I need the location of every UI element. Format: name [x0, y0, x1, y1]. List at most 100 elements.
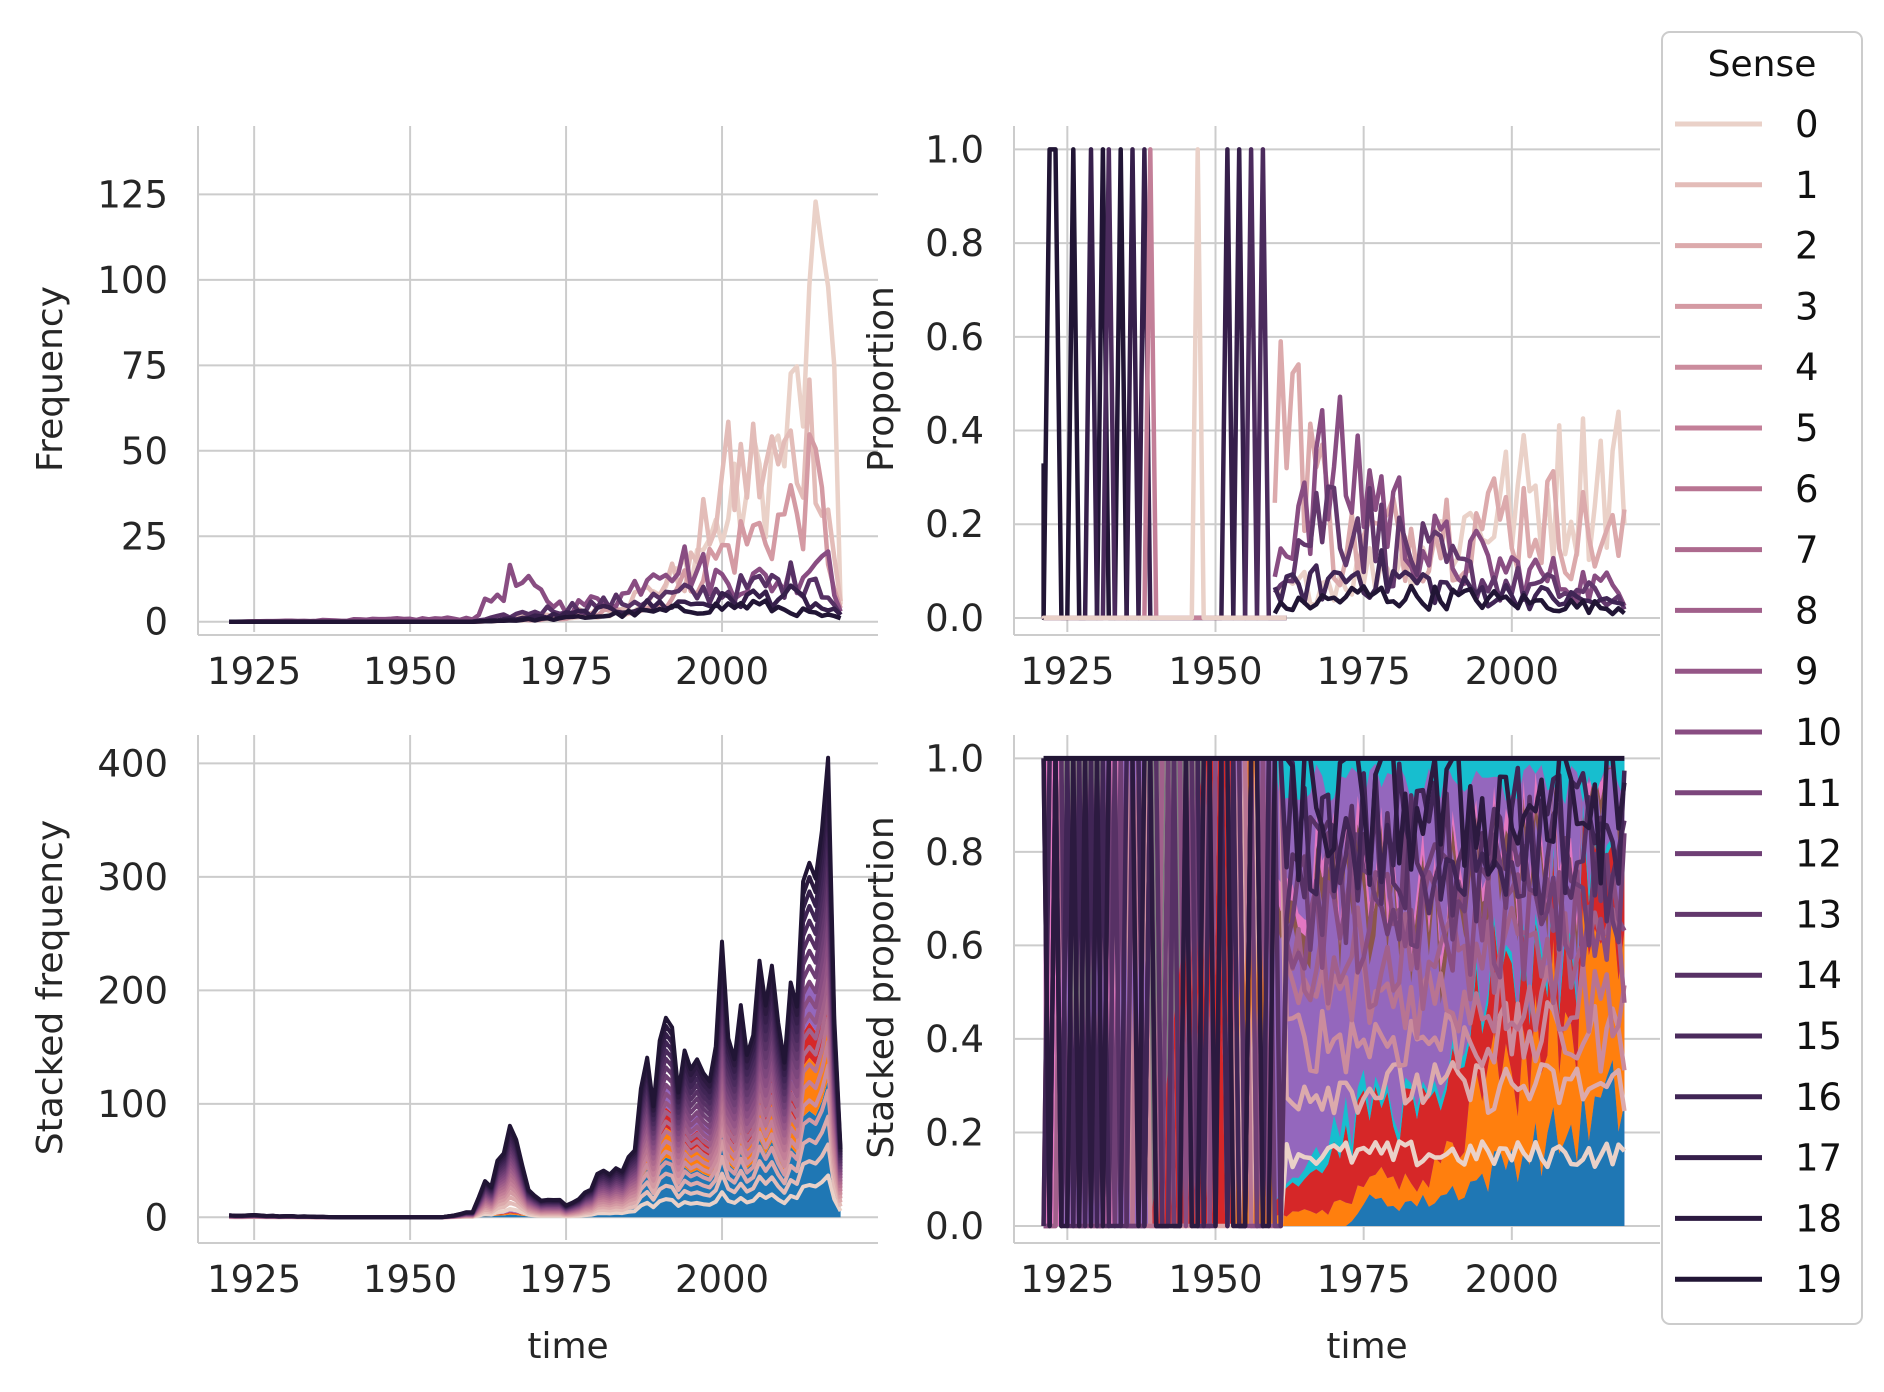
y-tick-label: 0.6 [925, 924, 984, 967]
legend-entry: 1 [1675, 164, 1819, 207]
x-tick-label: 1950 [1168, 1258, 1262, 1301]
legend-label: 1 [1795, 164, 1819, 207]
legend-entry: 14 [1675, 954, 1842, 997]
y-tick-label: 75 [121, 344, 168, 387]
legend-label: 8 [1795, 589, 1819, 632]
y-tick-label: 25 [121, 515, 168, 558]
legend-entry: 19 [1675, 1258, 1842, 1301]
legend-entry: 13 [1675, 893, 1842, 936]
legend-label: 12 [1795, 833, 1842, 876]
cumulative-line-18 [1041, 756, 1627, 1229]
stacked-area-band [1274, 900, 1625, 1226]
x-tick-label: 1975 [519, 1258, 613, 1301]
legend-entry: 10 [1675, 711, 1842, 754]
series-line-0 [1041, 147, 1287, 621]
series-line-0 [229, 199, 843, 624]
x-tick-label: 2000 [1465, 1258, 1559, 1301]
series-line-10 [1272, 394, 1627, 607]
x-tick-label: 1925 [207, 650, 301, 693]
series-lines [1041, 755, 1627, 1229]
y-tick-label: 0.4 [925, 410, 984, 453]
legend-entry: 3 [1675, 285, 1819, 328]
x-tick-label: 2000 [675, 1258, 769, 1301]
legend-entry: 12 [1675, 833, 1842, 876]
y-tick-label: 100 [97, 1083, 168, 1126]
legend-label: 5 [1795, 407, 1819, 450]
y-tick-label: 50 [121, 430, 168, 473]
legend-label: 3 [1795, 285, 1819, 328]
legend-label: 2 [1795, 225, 1819, 268]
legend-label: 9 [1795, 650, 1819, 693]
series-lines [229, 199, 843, 624]
y-axis-label: Frequency [30, 286, 71, 472]
y-tick-label: 1.0 [925, 128, 984, 171]
y-tick-label: 0.2 [925, 503, 984, 546]
y-tick-label: 0.0 [925, 1205, 984, 1248]
legend-entry: 8 [1675, 589, 1819, 632]
y-tick-label: 0.4 [925, 1018, 984, 1061]
gridlines [198, 126, 878, 632]
stacked-area-band [1274, 1059, 1625, 1226]
y-tick-label: 200 [97, 969, 168, 1012]
y-tick-label: 1.0 [925, 737, 984, 780]
y-tick-label: 0.8 [925, 831, 984, 874]
legend-label: 4 [1795, 346, 1819, 389]
series-lines [1041, 147, 1627, 621]
x-tick-label: 1925 [1020, 1258, 1114, 1301]
y-tick-label: 0 [144, 1196, 168, 1239]
legend-label: 18 [1795, 1197, 1842, 1240]
y-tick-label: 0 [144, 601, 168, 644]
series-line-16 [1272, 548, 1625, 612]
stacked-area-band [1274, 801, 1625, 1203]
proportion-panel: 1925 1950 1975 2000 0.0 0.2 0.4 0.6 0.8 1.0 Propor… [861, 126, 1660, 693]
legend-entry: 4 [1675, 346, 1819, 389]
legend-entry: 7 [1675, 529, 1819, 572]
y-tick-label: 0.8 [925, 222, 984, 265]
x-tick-label: 1950 [1168, 650, 1262, 693]
legend-entry: 6 [1675, 468, 1819, 511]
legend-label: 6 [1795, 468, 1819, 511]
stacked-area-band [1274, 812, 1625, 1217]
x-tick-label: 1925 [1020, 650, 1114, 693]
legend-label: 11 [1795, 772, 1842, 815]
x-tick-label: 1975 [1317, 650, 1411, 693]
y-tick-label: 100 [97, 259, 168, 302]
stacked-proportion-panel: 1925 1950 1975 2000 0.0 0.2 0.4 0.6 0.8 1.0 Stacke… [861, 735, 1660, 1367]
series-line-13 [1272, 484, 1627, 611]
x-axis-label: time [1326, 1326, 1407, 1367]
x-tick-label: 1975 [1317, 1258, 1411, 1301]
legend-label: 14 [1795, 954, 1842, 997]
series-line-19 [1272, 583, 1626, 617]
y-tick-label: 400 [97, 742, 168, 785]
legend-label: 0 [1795, 103, 1819, 146]
legend-label: 15 [1795, 1015, 1842, 1058]
x-tick-label: 1950 [363, 650, 457, 693]
legend-label: 7 [1795, 529, 1819, 572]
legend-label: 13 [1795, 893, 1842, 936]
cumulative-line-19 [229, 755, 843, 1220]
y-tick-label: 0.2 [925, 1111, 984, 1154]
legend-entry: 9 [1675, 650, 1819, 693]
legend-frame [1661, 31, 1863, 1325]
frequency-panel: 1925 1950 1975 2000 0 25 50 75 100 125 Frequency [30, 126, 878, 693]
x-tick-label: 2000 [1465, 650, 1559, 693]
x-tick-label: 1975 [519, 650, 613, 693]
y-tick-label: 0.6 [925, 316, 984, 359]
x-tick-label: 2000 [675, 650, 769, 693]
legend-label: 16 [1795, 1076, 1842, 1119]
x-tick-label: 1950 [363, 1258, 457, 1301]
x-axis-label: time [527, 1326, 608, 1367]
y-tick-label: 125 [97, 173, 168, 216]
y-tick-label: 0.0 [925, 597, 984, 640]
legend-entry: 5 [1675, 407, 1819, 450]
stacked-frequency-panel: 1925 1950 1975 2000 0 100 200 300 400 Stacked fre… [30, 735, 878, 1367]
legend-entry: 15 [1675, 1015, 1842, 1058]
legend-entry: 16 [1675, 1076, 1842, 1119]
legend-title: Sense [1708, 44, 1817, 85]
legend-label: 10 [1795, 711, 1842, 754]
y-axis-label: Stacked frequency [30, 820, 71, 1155]
series-line-19 [229, 598, 842, 624]
y-tick-label: 300 [97, 856, 168, 899]
